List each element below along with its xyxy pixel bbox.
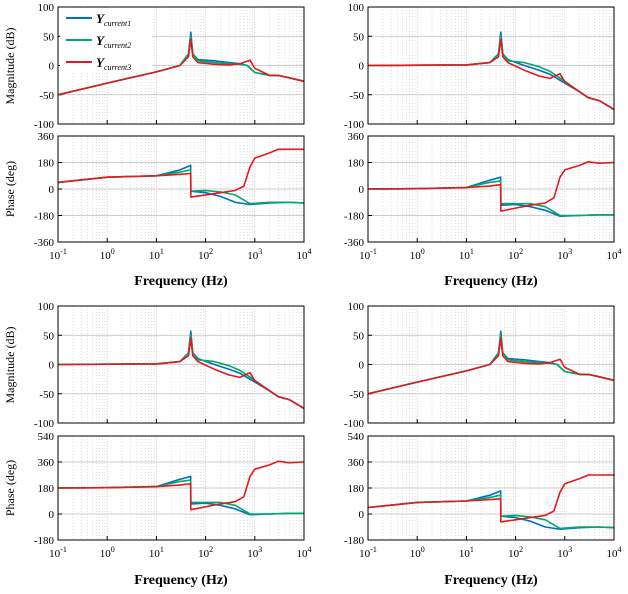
y-tick-label: 0	[49, 61, 55, 73]
x-tick-label: 101	[459, 545, 474, 560]
x-tick-label: 10-1	[49, 545, 67, 560]
y-tick-label: -50	[39, 389, 54, 401]
x-tick-label: 101	[149, 545, 164, 560]
series-line-Ycurrent3	[57, 337, 305, 410]
y-tick-label: -100	[34, 418, 55, 430]
y-tick-label: -100	[344, 119, 365, 131]
y-tick-label: 50	[43, 31, 55, 43]
y-tick-label: 360	[38, 457, 55, 469]
y-tick-label: 180	[348, 158, 365, 170]
y-tick-label: 540	[38, 431, 55, 443]
plot-frame	[57, 435, 305, 541]
y-tick-label: -50	[349, 90, 364, 102]
panel-6: -100 -50 0 50 100	[344, 301, 615, 430]
panel-3: -360 -180 0 180 360 10-1 100 101 102 103 104	[344, 131, 622, 262]
y-tick-label: 100	[38, 301, 55, 313]
y-tick-label: -50	[349, 389, 364, 401]
x-tick-label: 10-1	[359, 545, 377, 560]
y-tick-label: -180	[344, 535, 365, 547]
x-tick-label: 103	[247, 247, 262, 262]
x-label-bottom-left: Frequency (Hz)	[134, 573, 228, 588]
panel-4: -100 -50 0 50 100	[34, 301, 305, 430]
panel-7: -180 0 180 360 540 10-1 100 101 102 103 104	[344, 431, 622, 560]
plot-frame	[57, 135, 305, 243]
plot-frame	[367, 135, 615, 243]
x-tick-label: 100	[410, 247, 425, 262]
x-label-top-right: Frequency (Hz)	[444, 274, 538, 289]
x-tick-label: 104	[607, 247, 622, 262]
x-tick-label: 102	[198, 247, 213, 262]
y-tick-label: -100	[34, 119, 55, 131]
y-tick-label: 180	[348, 483, 365, 495]
x-tick-label: 101	[459, 247, 474, 262]
x-tick-label: 103	[247, 545, 262, 560]
y-tick-label: 540	[348, 431, 365, 443]
series-line-Ycurrent3	[57, 460, 305, 511]
labels-layer: Magnitude (dB) Phase (deg) Magnitude (dB…	[3, 28, 538, 589]
x-tick-label: 10-1	[359, 247, 377, 262]
plot-frame	[57, 305, 305, 424]
y-tick-label: 360	[38, 131, 55, 143]
series-line-Ycurrent3	[367, 38, 615, 111]
x-tick-label: 102	[508, 545, 523, 560]
y-tick-label: 180	[38, 483, 55, 495]
y-label-magnitude-top: Magnitude (dB)	[3, 28, 17, 105]
plot-frame	[57, 6, 305, 125]
panel-5: -180 0 180 360 540 10-1 100 101 102 103 104	[34, 431, 312, 560]
y-tick-label: 50	[353, 330, 365, 342]
y-tick-label: 100	[348, 301, 365, 313]
y-tick-label: 0	[359, 360, 365, 372]
x-label-top-left: Frequency (Hz)	[134, 274, 228, 289]
x-tick-label: 101	[149, 247, 164, 262]
x-tick-label: 104	[607, 545, 622, 560]
x-tick-label: 10-1	[49, 247, 67, 262]
x-tick-label: 102	[198, 545, 213, 560]
x-tick-label: 100	[100, 545, 115, 560]
y-tick-label: -360	[344, 237, 365, 249]
y-tick-label: 0	[49, 509, 55, 521]
y-tick-label: 0	[49, 360, 55, 372]
y-tick-label: 180	[38, 158, 55, 170]
x-tick-label: 103	[557, 545, 572, 560]
series-line-Ycurrent3	[57, 148, 304, 198]
panel-1: -360 -180 0 180 360 10-1 100 101 102 103 104	[34, 131, 312, 262]
y-tick-label: 0	[359, 509, 365, 521]
y-tick-label: -100	[344, 418, 365, 430]
y-tick-label: 50	[353, 31, 365, 43]
series-line-Ycurrent3	[57, 38, 305, 96]
y-tick-label: -360	[34, 237, 55, 249]
panels-layer: -100 -50 0 50 100 -360 -180 0 180 360 10-1 100 101 10…	[34, 2, 622, 560]
x-tick-label: 104	[297, 247, 312, 262]
y-tick-label: 360	[348, 131, 365, 143]
x-tick-label: 103	[557, 247, 572, 262]
y-tick-label: 0	[359, 184, 365, 196]
y-tick-label: -180	[344, 211, 365, 223]
series-line-Ycurrent3	[367, 161, 615, 212]
plot-frame	[367, 6, 615, 125]
y-tick-label: -50	[39, 90, 54, 102]
y-tick-label: -180	[34, 535, 55, 547]
y-label-phase-bottom: Phase (deg)	[3, 460, 17, 516]
y-tick-label: 0	[359, 61, 365, 73]
plot-frame	[367, 305, 615, 424]
panel-2: -100 -50 0 50 100	[344, 2, 615, 131]
y-tick-label: 50	[43, 330, 55, 342]
y-label-phase-top: Phase (deg)	[3, 161, 17, 217]
x-label-bottom-right: Frequency (Hz)	[444, 573, 538, 588]
y-tick-label: 0	[49, 184, 55, 196]
y-label-magnitude-bottom: Magnitude (dB)	[3, 327, 17, 404]
y-tick-label: 360	[348, 457, 365, 469]
series-line-Ycurrent3	[367, 337, 615, 395]
x-tick-label: 104	[297, 545, 312, 560]
x-tick-label: 102	[508, 247, 523, 262]
y-tick-label: -180	[34, 211, 55, 223]
x-tick-label: 100	[100, 247, 115, 262]
x-tick-label: 100	[410, 545, 425, 560]
series-line-Ycurrent3	[367, 474, 614, 523]
plot-frame	[367, 435, 615, 541]
y-tick-label: 100	[38, 2, 55, 14]
y-tick-label: 100	[348, 2, 365, 14]
